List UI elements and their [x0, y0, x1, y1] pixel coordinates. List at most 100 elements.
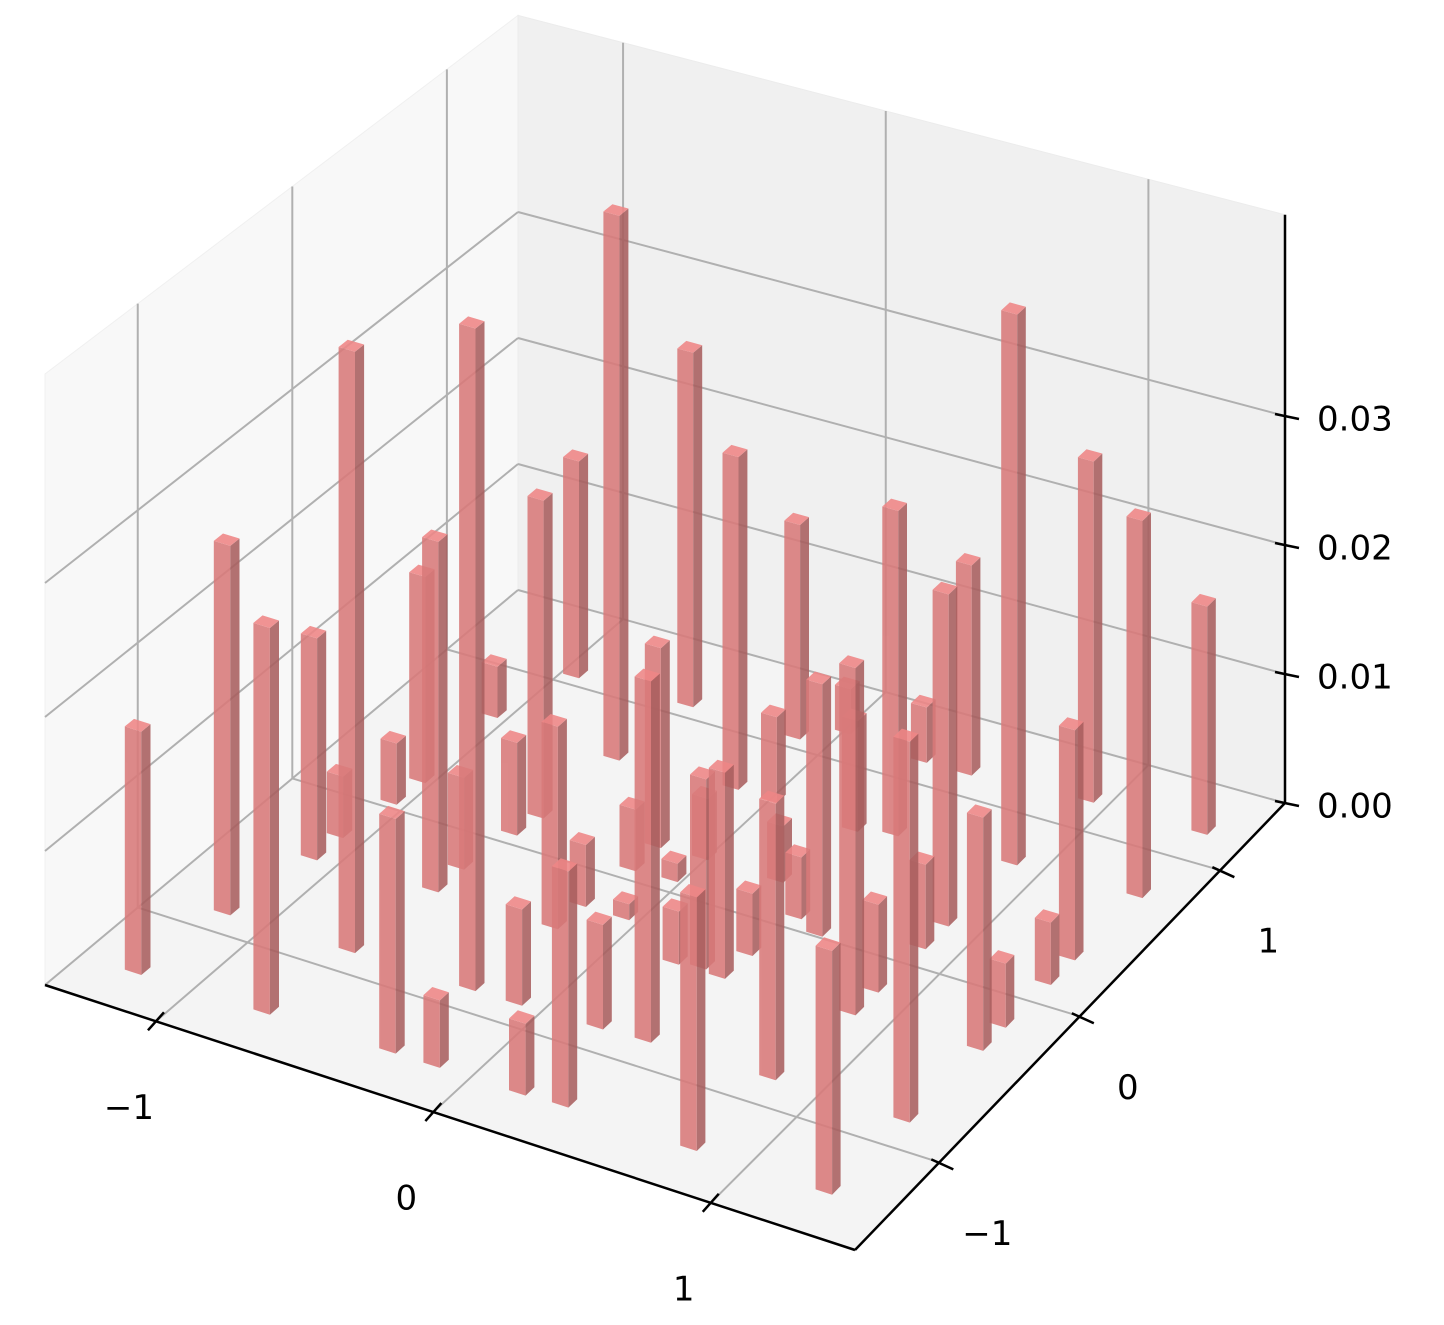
bar-top-face: [501, 730, 527, 743]
bar-side-face: [517, 735, 527, 836]
bar-front-face: [862, 899, 879, 993]
bar-front-face: [661, 858, 678, 883]
bar-side-face: [832, 942, 841, 1195]
z-tick: [1274, 412, 1300, 421]
bar-top-face: [459, 316, 485, 329]
bar-side-face: [775, 795, 785, 1081]
bar: [955, 553, 981, 776]
bar-side-face: [568, 863, 578, 1108]
bar-front-face: [213, 540, 231, 916]
bar-top-face: [677, 340, 703, 353]
bar-side-face: [395, 811, 405, 1054]
bar-top-face: [509, 1010, 535, 1024]
bar-top-face: [932, 581, 958, 595]
bar-top-face: [966, 804, 992, 818]
bar-front-face: [501, 738, 518, 836]
bar: [253, 615, 279, 1015]
bar-front-face: [422, 537, 439, 893]
bar: [806, 671, 832, 937]
bar-top-face: [806, 671, 832, 685]
z-tick-label: 0.00: [1317, 787, 1393, 827]
bar: [784, 512, 809, 740]
bar-side-face: [660, 640, 670, 849]
bar-side-face: [1142, 512, 1151, 899]
bar-front-face: [708, 767, 725, 979]
bar-top-face: [253, 615, 279, 628]
bar-front-face: [551, 866, 569, 1108]
bar: [761, 704, 786, 803]
bar: [989, 950, 1015, 1028]
bar-front-face: [613, 899, 630, 921]
bar-top-face: [124, 718, 151, 732]
bar-side-face: [438, 534, 448, 893]
bar-side-face: [497, 658, 507, 718]
bar-side-face: [696, 889, 706, 1151]
bar: [759, 790, 785, 1081]
y-tick: [1071, 1012, 1095, 1025]
bar-front-face: [423, 995, 440, 1068]
bar: [481, 654, 507, 718]
bar-side-face: [925, 856, 935, 950]
bar-side-face: [776, 709, 786, 803]
bar-top-face: [338, 339, 365, 352]
bar-front-face: [409, 572, 426, 784]
bar-front-face: [815, 945, 833, 1195]
bar: [1126, 508, 1151, 899]
bar-front-face: [505, 904, 523, 1006]
bar-side-face: [1207, 598, 1216, 835]
bar: [893, 728, 919, 1123]
bar-side-face: [1017, 306, 1026, 866]
bar-front-face: [380, 738, 397, 805]
bar: [586, 911, 612, 1030]
bar: [379, 805, 405, 1054]
x-tick-label: 0: [396, 1179, 418, 1219]
bar-front-face: [785, 852, 802, 920]
bar: [213, 533, 240, 916]
bar-side-face: [1093, 453, 1103, 803]
bar: [338, 339, 365, 954]
bar-front-face: [586, 919, 603, 1030]
bar: [680, 884, 706, 1151]
bar-top-face: [634, 668, 660, 682]
bar-front-face: [989, 958, 1006, 1028]
bar-side-face: [752, 885, 762, 956]
bar-top-face: [680, 884, 706, 898]
x-tick: [701, 1192, 720, 1213]
bar: [1058, 717, 1084, 961]
x-tick-label: −1: [104, 1088, 154, 1128]
grid-line: [44, 463, 519, 852]
y-tick: [930, 1158, 954, 1171]
bar: [661, 850, 687, 883]
bar-top-face: [551, 858, 578, 872]
y-tick: [1211, 866, 1235, 879]
bar-front-face: [509, 1018, 526, 1096]
bar-front-face: [619, 804, 636, 872]
grid-line: [446, 648, 1221, 872]
bar-front-face: [253, 622, 270, 1015]
bar-front-face: [124, 726, 142, 975]
y-tick-label: 0: [1117, 1068, 1139, 1108]
grid-line: [44, 211, 519, 584]
bar: [423, 987, 449, 1068]
bar-top-face: [379, 805, 405, 819]
bar-top-face: [423, 987, 449, 1001]
bar: [380, 730, 406, 805]
z-tick: [1274, 670, 1300, 679]
bar-top-face: [690, 766, 715, 780]
bar: [1001, 302, 1026, 866]
bar-side-face: [475, 321, 485, 992]
bar-front-face: [1001, 310, 1018, 866]
z-tick-label: 0.01: [1317, 658, 1393, 698]
bar-top-face: [1034, 909, 1060, 923]
bar: [509, 1010, 535, 1096]
bar-top-face: [862, 891, 888, 905]
bar-front-face: [662, 906, 679, 965]
bar-front-face: [634, 676, 651, 1043]
bar-top-face: [784, 512, 809, 525]
bar-top-face: [569, 832, 595, 845]
bar-front-face: [759, 798, 776, 1081]
bar-top-face: [481, 654, 507, 667]
bar-side-face: [525, 1015, 535, 1096]
bar-side-face: [948, 586, 958, 927]
bar: [708, 759, 734, 979]
